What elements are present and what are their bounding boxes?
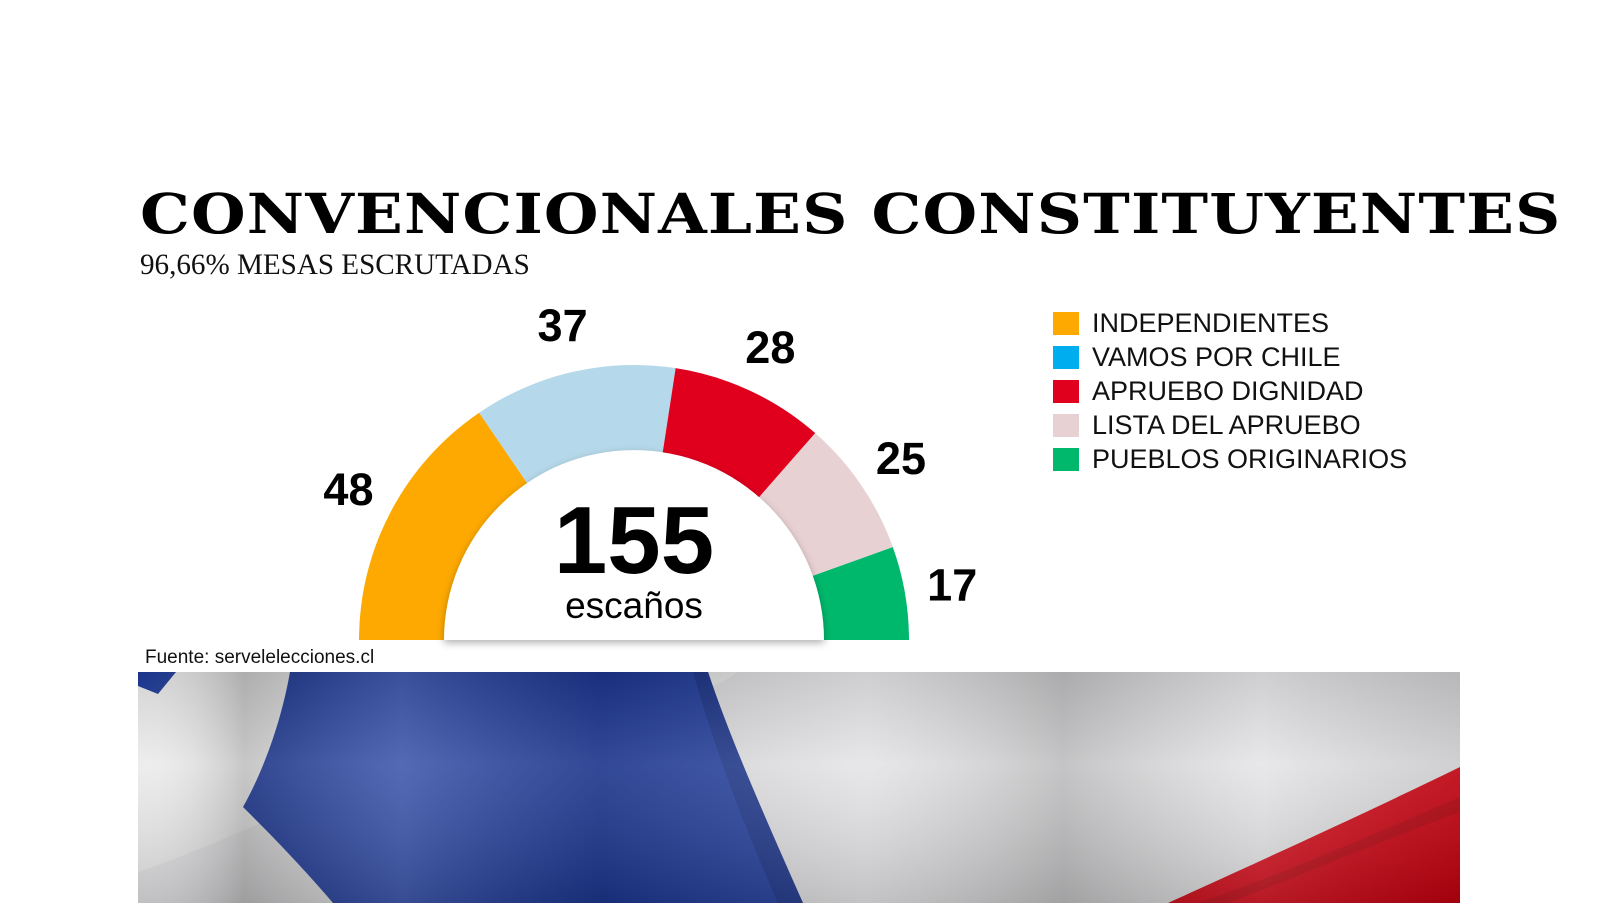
legend-swatch: [1053, 379, 1079, 403]
total-seats-unit: escaños: [565, 585, 703, 626]
seat-slice-apruebo-dignidad: [662, 368, 816, 499]
seat-slice-vamos-por-chile: [479, 365, 676, 485]
seat-slice-lista-del-apruebo: [757, 433, 893, 577]
legend-item-vamos-por-chile: VAMOS POR CHILE: [1053, 340, 1407, 374]
total-seats-value: 155: [554, 487, 714, 594]
seat-chart: 48 37 28 25 17 155 escaños: [323, 300, 977, 640]
seat-value-label: 17: [927, 560, 977, 611]
legend-item-pueblos-originarios: PUEBLOS ORIGINARIOS: [1053, 442, 1407, 476]
legend-item-apruebo-dignidad: APRUEBO DIGNIDAD: [1053, 374, 1407, 408]
legend-label: APRUEBO DIGNIDAD: [1092, 375, 1364, 406]
page-subtitle: 96,66% MESAS ESCRUTADAS: [140, 248, 530, 281]
seat-value-label: 25: [876, 433, 926, 484]
seat-value-label: 48: [323, 464, 373, 515]
page-title: CONVENCIONALES CONSTITUYENTES: [140, 181, 1562, 246]
center-disc: [444, 450, 824, 640]
legend-item-lista-del-apruebo: LISTA DEL APRUEBO: [1053, 408, 1407, 442]
legend-swatch: [1053, 413, 1079, 437]
chilean-flag-image: [138, 672, 1460, 903]
legend-label: INDEPENDIENTES: [1092, 307, 1330, 338]
legend-label: VAMOS POR CHILE: [1092, 341, 1341, 372]
legend-swatch: [1053, 345, 1079, 369]
seat-slice-pueblos-originarios: [810, 547, 909, 640]
seat-slice-independientes: [359, 412, 529, 640]
source-note: Fuente: servelelecciones.cl: [145, 647, 375, 668]
legend-label: PUEBLOS ORIGINARIOS: [1092, 443, 1408, 474]
legend-swatch: [1053, 447, 1079, 471]
seat-value-label: 37: [538, 300, 588, 351]
legend: INDEPENDIENTES VAMOS POR CHILE APRUEBO D…: [1053, 306, 1407, 476]
seat-value-label: 28: [745, 322, 795, 373]
legend-label: LISTA DEL APRUEBO: [1092, 409, 1361, 440]
legend-item-independientes: INDEPENDIENTES: [1053, 306, 1407, 340]
legend-swatch: [1053, 311, 1079, 335]
